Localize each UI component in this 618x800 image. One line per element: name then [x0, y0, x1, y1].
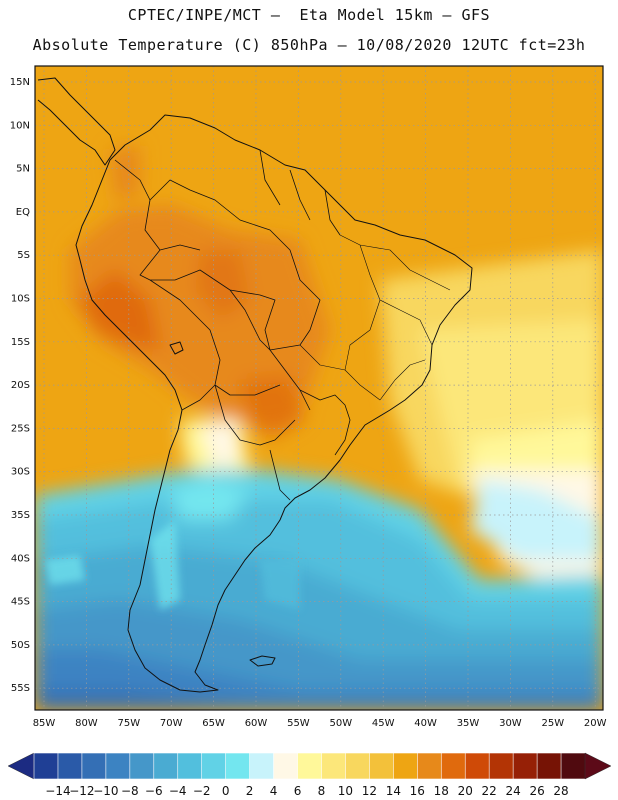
- colorbar-swatch: [177, 752, 203, 780]
- lat-label: 5S: [17, 250, 30, 261]
- lon-label: 60W: [245, 718, 268, 729]
- lat-label: 40S: [11, 553, 30, 564]
- colorbar-swatch: [512, 752, 538, 780]
- colorbar-swatch: [81, 752, 107, 780]
- colorbar-swatch: [153, 752, 179, 780]
- colorbar-tick-label: −12: [69, 784, 94, 798]
- colorbar-high-arrow: [584, 752, 612, 780]
- colorbar-tick-label: 16: [410, 784, 425, 798]
- colorbar-swatch: [536, 752, 562, 780]
- colorbar-swatch: [201, 752, 227, 780]
- central-america-coastline: [37, 77, 116, 166]
- colorbar-tick-label: 22: [482, 784, 497, 798]
- map-title-line1: CPTEC/INPE/MCT – Eta Model 15km – GFS: [127, 6, 491, 24]
- colorbar-low-arrow: [7, 752, 35, 780]
- colorbar-labels: −14−12−10 −8 −6 −4 −2 0 2 4 6 8 10 12 14 16 18 20 22 24 26…: [45, 784, 568, 798]
- brazil-state-borders: [299, 234, 451, 401]
- colorbar-swatch: [416, 752, 442, 780]
- lat-label: 10N: [10, 120, 30, 131]
- colorbar-swatch: [393, 752, 418, 780]
- lat-label: 35S: [11, 510, 30, 521]
- lon-label: 35W: [457, 718, 480, 729]
- colorbar-swatch: [297, 752, 323, 780]
- lat-label: 55S: [11, 683, 30, 694]
- colorbar-swatch: [321, 752, 347, 780]
- colorbar-tick-label: −8: [121, 784, 139, 798]
- colorbar-tick-label: 6: [294, 784, 302, 798]
- colorbar-tick-label: −2: [193, 784, 211, 798]
- graticule-grid: [35, 66, 603, 710]
- lat-label: 30S: [11, 467, 30, 478]
- colorbar-tick-label: −14: [45, 784, 70, 798]
- lat-label: EQ: [16, 207, 30, 218]
- colorbar-swatch: [105, 752, 131, 780]
- colorbar-swatch: [488, 752, 514, 780]
- lon-label: 25W: [541, 718, 564, 729]
- coastline-and-borders: [37, 77, 473, 693]
- colorbar-tick-label: 24: [505, 784, 520, 798]
- lat-label: 10S: [11, 294, 30, 305]
- colorbar-tick-label: 14: [386, 784, 401, 798]
- colorbar-swatch: [345, 752, 370, 780]
- colorbar-swatches: [33, 752, 586, 780]
- colorbar-tick-label: 4: [270, 784, 278, 798]
- temperature-field: [35, 66, 603, 710]
- colorbar-tick-label: 10: [338, 784, 353, 798]
- colorbar-swatch: [464, 752, 490, 780]
- colorbar-tick-label: −6: [145, 784, 163, 798]
- lon-label: 85W: [33, 718, 56, 729]
- colorbar-tick-label: 8: [318, 784, 326, 798]
- colorbar-swatch: [560, 752, 586, 780]
- map-title-line2: Absolute Temperature (C) 850hPa – 10/08/…: [32, 36, 586, 54]
- colorbar-swatch: [249, 752, 275, 780]
- country-borders: [114, 149, 351, 501]
- colorbar-tick-label: 18: [434, 784, 449, 798]
- lon-label: 80W: [75, 718, 98, 729]
- colorbar-tick-label: 20: [458, 784, 473, 798]
- map-frame: [34, 65, 604, 711]
- colorbar-tick-label: 12: [362, 784, 377, 798]
- lat-label: 20S: [11, 380, 30, 391]
- lake-titicaca: [169, 341, 184, 355]
- colorbar: −14−12−10 −8 −6 −4 −2 0 2 4 6 8 10 12 14 16 18 20 22 24 26…: [7, 752, 612, 798]
- lat-label: 50S: [11, 640, 30, 651]
- colorbar-tick-label: −4: [169, 784, 187, 798]
- colorbar-swatch: [273, 752, 299, 780]
- lon-label: 55W: [287, 718, 310, 729]
- colorbar-swatch: [225, 752, 251, 780]
- lat-label: 15S: [11, 337, 30, 348]
- lon-label: 65W: [202, 718, 225, 729]
- colorbar-swatch: [369, 752, 394, 780]
- south-america-coastline: [75, 114, 473, 693]
- colorbar-swatch: [440, 752, 466, 780]
- colorbar-tick-label: 2: [246, 784, 254, 798]
- lon-label: 50W: [329, 718, 352, 729]
- lon-label: 30W: [499, 718, 522, 729]
- colorbar-swatch: [57, 752, 83, 780]
- lat-label: 45S: [11, 597, 30, 608]
- colorbar-tick-label: −10: [93, 784, 118, 798]
- longitude-labels: 85W 80W 75W 70W 65W 60W 55W 50W 45W 40W …: [33, 718, 607, 729]
- lon-label: 20W: [584, 718, 607, 729]
- lon-label: 70W: [160, 718, 183, 729]
- colorbar-swatch: [129, 752, 155, 780]
- colorbar-tick-label: 26: [529, 784, 544, 798]
- lon-label: 75W: [117, 718, 140, 729]
- colorbar-tick-label: 0: [222, 784, 230, 798]
- lon-label: 40W: [414, 718, 437, 729]
- colorbar-swatch: [33, 752, 59, 780]
- latitude-labels: 15N 10N 5N EQ 5S 10S 15S 20S 25S 30S 35S…: [10, 77, 30, 694]
- lon-label: 45W: [372, 718, 395, 729]
- lat-label: 25S: [11, 423, 30, 434]
- lat-label: 5N: [16, 164, 30, 175]
- falkland-islands: [249, 655, 276, 667]
- colorbar-tick-label: 28: [553, 784, 568, 798]
- lat-label: 15N: [10, 77, 30, 88]
